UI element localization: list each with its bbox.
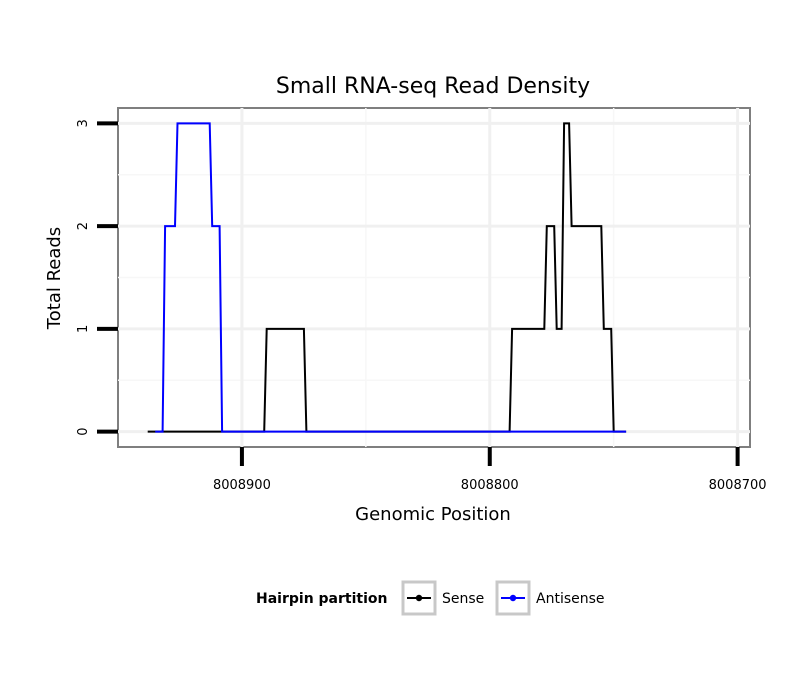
legend-item-sense: Sense (401, 580, 484, 616)
legend-marker-sense (415, 594, 423, 602)
chart-title: Small RNA-seq Read Density (276, 74, 590, 99)
y-axis-title: Total Reads (44, 227, 65, 330)
x-tick-label-1: 8008800 (461, 478, 519, 493)
legend: Hairpin partition Sense Antisense (256, 580, 605, 616)
legend-title: Hairpin partition (256, 591, 387, 607)
y-tick-label-0: 0 (76, 427, 91, 435)
legend-marker-antisense (509, 594, 517, 602)
legend-item-antisense: Antisense (495, 580, 605, 616)
y-tick-label-3: 3 (76, 119, 91, 127)
axes: 0 1 2 3 8008900 8008800 8008700 (76, 119, 767, 493)
y-tick-label-1: 1 (76, 325, 91, 333)
series-layer (147, 122, 627, 433)
legend-label-antisense: Antisense (536, 591, 605, 607)
series-line-antisense (155, 122, 627, 433)
x-tick-label-0: 8008900 (213, 478, 271, 493)
series-line-sense (147, 122, 627, 433)
x-tick-label-2: 8008700 (709, 478, 767, 493)
x-axis-title: Genomic Position (355, 504, 511, 525)
legend-label-sense: Sense (442, 591, 484, 607)
y-tick-label-2: 2 (76, 222, 91, 230)
